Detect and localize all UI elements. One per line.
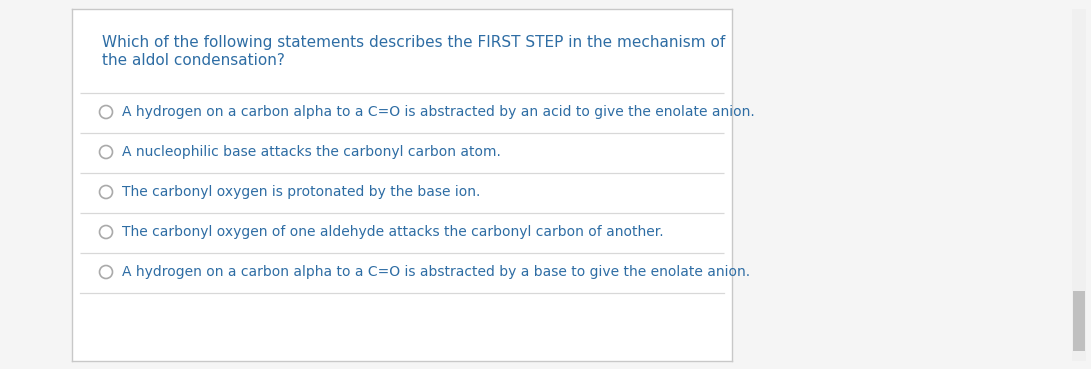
Text: A hydrogen on a carbon alpha to a C=O is abstracted by an acid to give the enola: A hydrogen on a carbon alpha to a C=O is… (122, 105, 755, 119)
Text: The carbonyl oxygen is protonated by the base ion.: The carbonyl oxygen is protonated by the… (122, 185, 480, 199)
Text: Which of the following statements describes the FIRST STEP in the mechanism of: Which of the following statements descri… (101, 35, 726, 50)
Text: The carbonyl oxygen of one aldehyde attacks the carbonyl carbon of another.: The carbonyl oxygen of one aldehyde atta… (122, 225, 663, 239)
FancyBboxPatch shape (72, 9, 732, 361)
Text: the aldol condensation?: the aldol condensation? (101, 53, 285, 68)
FancyBboxPatch shape (1074, 291, 1086, 351)
Text: A hydrogen on a carbon alpha to a C=O is abstracted by a base to give the enolat: A hydrogen on a carbon alpha to a C=O is… (122, 265, 751, 279)
FancyBboxPatch shape (1072, 9, 1086, 361)
Text: A nucleophilic base attacks the carbonyl carbon atom.: A nucleophilic base attacks the carbonyl… (122, 145, 501, 159)
